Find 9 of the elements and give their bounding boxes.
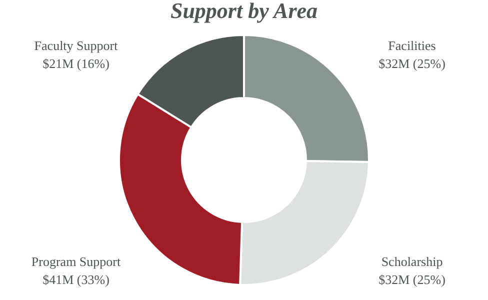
data-label: $32M (25%) [378, 56, 446, 71]
data-label: $41M (33%) [42, 272, 110, 287]
slice-label: Program Support [31, 254, 121, 269]
slice-label: Scholarship [381, 254, 443, 269]
data-label: $21M (16%) [42, 56, 110, 71]
slice-label: Facilities [388, 38, 436, 53]
slice-label: Faculty Support [34, 38, 118, 53]
data-label: $32M (25%) [378, 272, 446, 287]
chart-title: Support by Area [170, 0, 318, 23]
